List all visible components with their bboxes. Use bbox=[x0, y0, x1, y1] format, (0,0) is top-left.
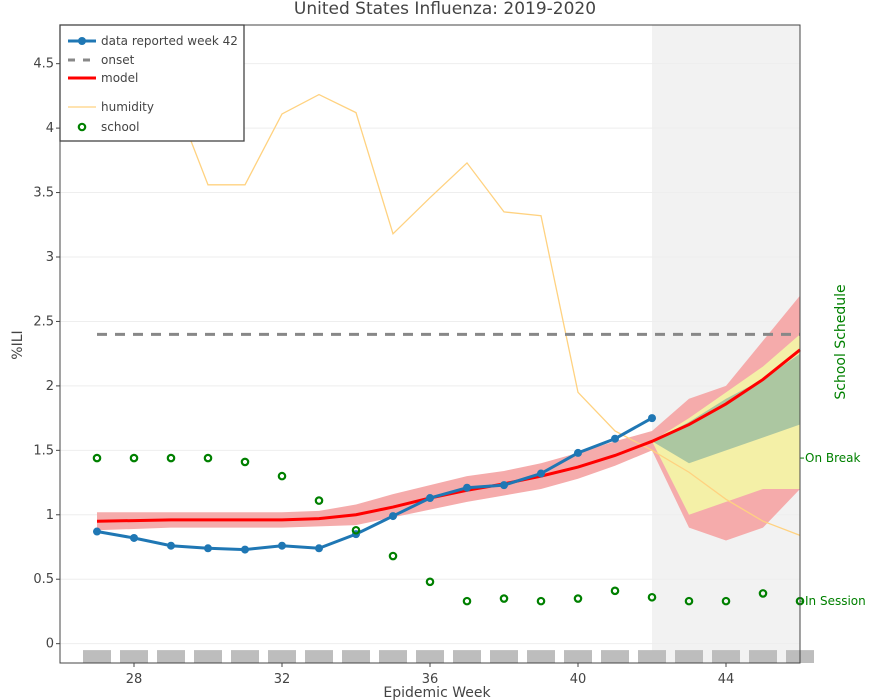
legend-label: onset bbox=[101, 53, 135, 67]
school-point bbox=[240, 457, 250, 467]
week-marker bbox=[490, 650, 518, 663]
data-point bbox=[389, 512, 397, 521]
school-point bbox=[203, 453, 213, 463]
data-point bbox=[500, 481, 508, 490]
y2-axis-label: School Schedule bbox=[833, 284, 849, 399]
data-point bbox=[130, 533, 138, 542]
week-marker bbox=[157, 650, 185, 663]
week-marker bbox=[749, 650, 777, 663]
data-point bbox=[204, 544, 212, 553]
data-point bbox=[574, 448, 582, 457]
week-marker bbox=[453, 650, 481, 663]
y-tick-label: 4 bbox=[46, 121, 54, 136]
legend-label: school bbox=[101, 120, 139, 134]
y-tick-label: 0 bbox=[46, 637, 54, 652]
data-line bbox=[96, 416, 653, 552]
school-point bbox=[462, 596, 472, 606]
x-tick-label: 44 bbox=[718, 672, 735, 687]
school-point bbox=[610, 586, 620, 596]
data-point bbox=[648, 414, 656, 423]
data-point bbox=[463, 483, 471, 492]
week-marker bbox=[342, 650, 370, 663]
school-point bbox=[129, 453, 139, 463]
week-marker bbox=[564, 650, 592, 663]
school-point bbox=[573, 594, 583, 603]
school-point bbox=[351, 525, 361, 535]
school-point bbox=[388, 551, 398, 561]
school-point bbox=[536, 596, 546, 606]
week-marker bbox=[638, 650, 666, 663]
y-tick-label: 0.5 bbox=[33, 572, 54, 587]
legend-school-swatch bbox=[77, 122, 87, 132]
school-point bbox=[647, 592, 657, 602]
x-tick-label: 40 bbox=[570, 672, 587, 687]
school-point bbox=[684, 596, 694, 606]
school-point bbox=[425, 577, 435, 587]
data-point bbox=[537, 469, 545, 478]
y-tick-label: 3 bbox=[46, 250, 54, 265]
y2-tick-label: In Session bbox=[805, 594, 866, 608]
week-marker bbox=[712, 650, 740, 663]
school-point bbox=[499, 594, 509, 603]
legend-box bbox=[59, 24, 245, 142]
data-point bbox=[315, 544, 323, 553]
week-marker bbox=[675, 650, 703, 663]
school-point bbox=[721, 596, 731, 606]
plot-frame bbox=[59, 24, 801, 664]
legend-label: humidity bbox=[101, 100, 154, 114]
humidity-line bbox=[133, 37, 801, 537]
y-tick-label: 4.5 bbox=[33, 57, 54, 72]
legend-label: data reported week 42 bbox=[101, 34, 238, 48]
legend-data-marker bbox=[78, 37, 86, 45]
school-point bbox=[166, 453, 176, 463]
y2-tick-label: On Break bbox=[805, 451, 861, 465]
x-axis-label: Epidemic Week bbox=[383, 685, 491, 700]
data-point bbox=[426, 494, 434, 503]
y-tick-label: 2 bbox=[46, 379, 54, 394]
school-point bbox=[758, 589, 768, 598]
week-marker bbox=[120, 650, 148, 663]
x-tick-label: 32 bbox=[274, 672, 291, 687]
data-point bbox=[611, 434, 619, 443]
y-tick-label: 3.5 bbox=[33, 186, 54, 201]
week-marker bbox=[305, 650, 333, 663]
week-marker bbox=[416, 650, 444, 663]
week-marker bbox=[601, 650, 629, 663]
school-point bbox=[277, 471, 287, 481]
school-point bbox=[92, 453, 102, 463]
week-marker bbox=[83, 650, 111, 663]
week-marker bbox=[194, 650, 222, 663]
week-marker bbox=[527, 650, 555, 663]
x-tick-label: 36 bbox=[422, 672, 439, 687]
y-tick-label: 1 bbox=[46, 508, 54, 523]
y-tick-label: 1.5 bbox=[33, 443, 54, 458]
chart-title: United States Influenza: 2019-2020 bbox=[294, 0, 596, 19]
week-marker bbox=[231, 650, 259, 663]
data-point bbox=[241, 545, 249, 554]
y-axis-label: %ILI bbox=[10, 330, 26, 359]
school-point bbox=[314, 496, 324, 505]
week-marker bbox=[379, 650, 407, 663]
data-point bbox=[93, 527, 101, 536]
data-point bbox=[167, 541, 175, 550]
x-tick-label: 28 bbox=[126, 672, 143, 687]
data-point bbox=[278, 541, 286, 550]
week-marker bbox=[268, 650, 296, 663]
y-tick-label: 2.5 bbox=[33, 314, 54, 329]
legend-label: model bbox=[101, 71, 138, 85]
